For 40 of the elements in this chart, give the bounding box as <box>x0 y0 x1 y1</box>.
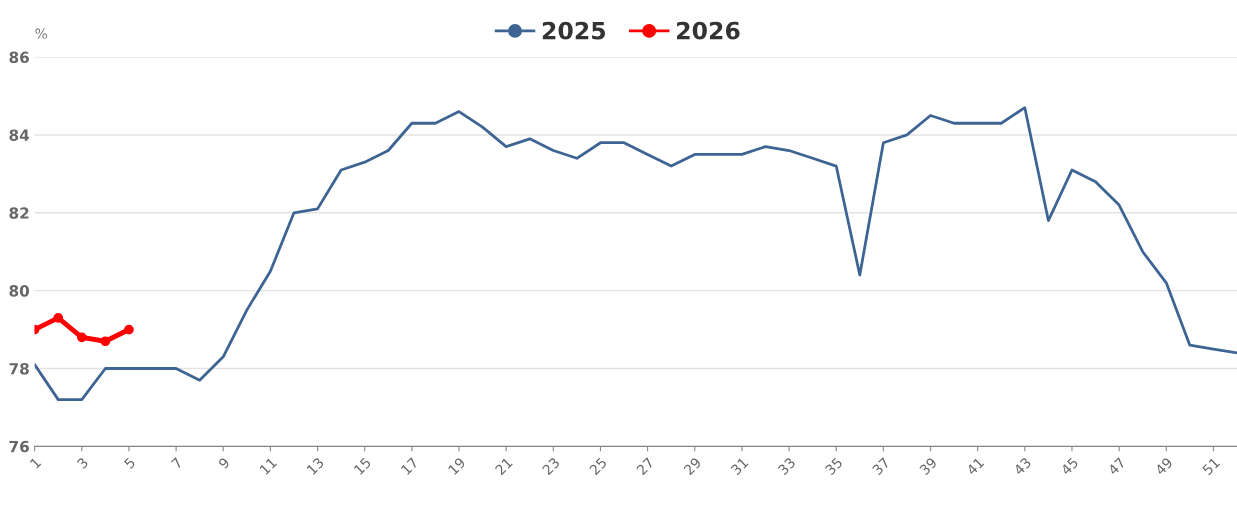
x-tick-label: 3 <box>76 457 89 470</box>
point <box>100 336 111 347</box>
x-tick-label: 13 <box>306 457 325 476</box>
y-tick-label: 78 <box>9 362 29 375</box>
x-tick-label: 51 <box>1201 457 1221 476</box>
x-tick-label: 27 <box>636 457 655 476</box>
y-tick-label: 82 <box>9 207 29 219</box>
x-tick-label: 25 <box>588 457 608 476</box>
legend-label: 2026 <box>677 21 740 40</box>
y-tick-label: 80 <box>9 285 30 297</box>
x-tick-label: 41 <box>965 457 985 476</box>
line-series <box>34 106 1237 402</box>
y-axis-title: % <box>35 28 48 39</box>
y-tick-label: 84 <box>9 129 30 141</box>
x-tick-label: 39 <box>918 456 938 476</box>
x-tick-label: 47 <box>1107 457 1126 476</box>
x-tick-label: 5 <box>123 457 136 470</box>
x-tick-label: 11 <box>259 457 277 475</box>
x-tick-label: 35 <box>824 457 843 476</box>
x-tick-label: 7 <box>170 457 183 469</box>
legend-label: 2025 <box>542 21 606 40</box>
point <box>53 313 64 323</box>
x-tick-label: 37 <box>871 457 891 476</box>
point <box>124 324 134 335</box>
x-tick-label: 33 <box>777 457 796 476</box>
y-tick-label: 86 <box>9 51 29 64</box>
x-tick-label: 21 <box>494 457 513 476</box>
x-tick-label: 15 <box>353 457 372 476</box>
x-tick-label: 49 <box>1154 456 1174 476</box>
x-tick-label: 45 <box>1060 457 1079 476</box>
x-tick-label: 29 <box>683 456 702 476</box>
point <box>76 332 87 343</box>
x-tick-label: 1 <box>29 457 42 469</box>
x-tick-label: 31 <box>730 457 749 476</box>
x-tick-label: 19 <box>447 456 466 476</box>
x-tick-label: 43 <box>1012 457 1032 476</box>
x-tick-label: 23 <box>541 457 561 476</box>
x-tick-label: 9 <box>217 456 231 470</box>
y-tick-label: 76 <box>9 440 29 453</box>
x-tick-label: 17 <box>400 457 419 475</box>
